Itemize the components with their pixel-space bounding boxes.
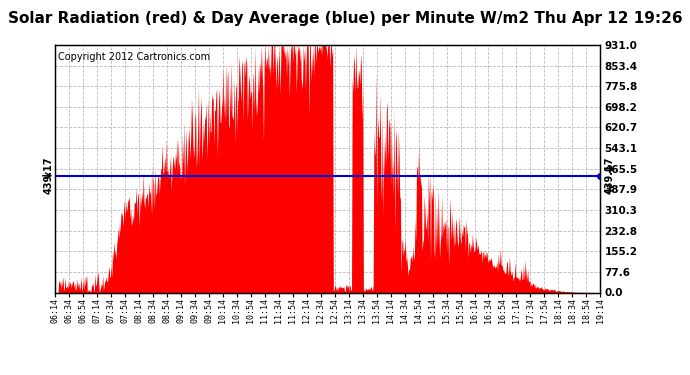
Text: Copyright 2012 Cartronics.com: Copyright 2012 Cartronics.com (58, 53, 210, 62)
Text: Solar Radiation (red) & Day Average (blue) per Minute W/m2 Thu Apr 12 19:26: Solar Radiation (red) & Day Average (blu… (8, 11, 682, 26)
Text: 439.17: 439.17 (43, 157, 54, 195)
Text: 439.17: 439.17 (604, 157, 615, 195)
